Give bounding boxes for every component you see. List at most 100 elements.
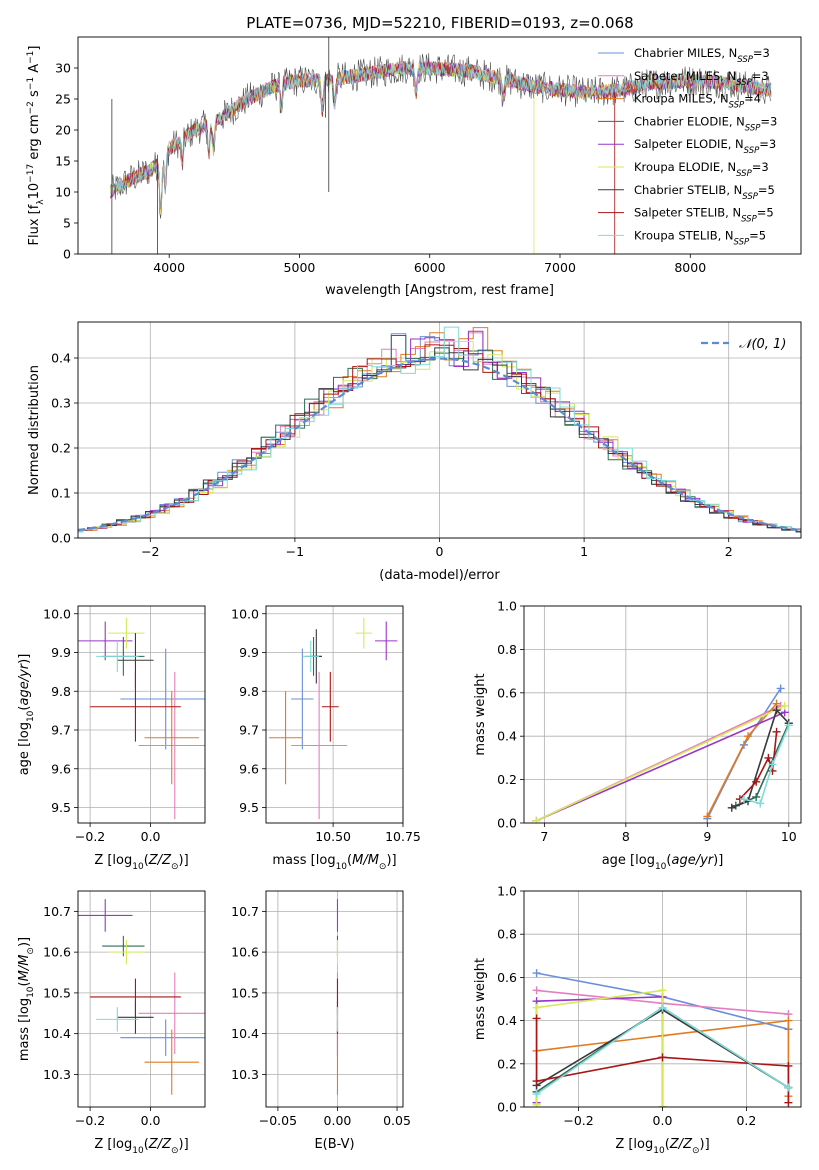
age-vs-Z-point-1 xyxy=(138,671,205,820)
age-vs-Z-point-5 xyxy=(108,617,145,649)
spectrum-ytick-label-3: 15 xyxy=(55,154,71,169)
mass-vs-EBV-ytick-label-0: 10.3 xyxy=(231,1067,259,1082)
weight-vs-Z-labels: Z [log10(Z/Z⊙)] mass weight xyxy=(473,958,710,1156)
legend-entry-6: Chabrier STELIB, NSSP=5 xyxy=(634,183,775,202)
weight-vs-age-marker-5-0 xyxy=(532,816,541,823)
age-vs-mass-ytick-label-3: 9.8 xyxy=(239,684,259,699)
weight-vs-age-marker-2-1 xyxy=(744,732,753,741)
mass-vs-Z-plot-area xyxy=(78,899,205,1095)
weight-vs-Z-marker-7-2 xyxy=(658,1053,667,1062)
panels: 4000 5000 6000 7000 8000051015202530waveleng… xyxy=(17,36,802,1156)
weight-vs-age-series-kroupa-elodie xyxy=(532,701,789,823)
weight-vs-Z-line-4 xyxy=(535,995,664,1107)
residuals-plot-area xyxy=(78,326,801,533)
mass-vs-EBV-ytick-label-4: 10.7 xyxy=(231,904,259,919)
weight-vs-age-marker-0-2 xyxy=(776,684,785,693)
weight-vs-age-ytick-label-2: 0.4 xyxy=(497,729,517,744)
residuals-ylabel: Normed distribution xyxy=(27,365,42,495)
weight-vs-age-marker-2-0 xyxy=(703,812,712,821)
age-vs-mass-frame xyxy=(265,605,404,824)
weight-vs-age-axes: 7 8 9 10 0.0 0.2 0.4 0.6 0.8 1.0 xyxy=(497,599,801,844)
weight-vs-Z-xlabel: Z [log10(Z/Z⊙)] xyxy=(615,1137,709,1156)
legend-entry-0: Chabrier MILES, NSSP=3 xyxy=(634,46,770,65)
weight-vs-age-marker-8-0 xyxy=(739,795,748,804)
age-vs-Z-point-7 xyxy=(90,671,181,742)
weight-vs-age-labels: age [log10(age/yr)] mass weight xyxy=(473,673,723,872)
age-vs-Z-point-2 xyxy=(144,691,199,785)
age-vs-Z-labels: Z [log10(Z/Z⊙)] age [log10(age/yr)] xyxy=(17,654,189,872)
weight-vs-age-xtick-label-2: 9 xyxy=(703,829,711,844)
age-vs-Z-ytick-label-5: 10.0 xyxy=(43,606,71,621)
residuals-frame xyxy=(77,321,802,539)
age-vs-mass-point-5 xyxy=(355,617,373,649)
age-vs-Z-xtick-label-0: −0.2 xyxy=(75,829,105,844)
mass-vs-Z-point-5 xyxy=(108,939,145,965)
weight-vs-age-series-salpeter-stelib xyxy=(735,727,781,804)
weight-vs-age-marker-3-1 xyxy=(752,792,761,801)
mass-vs-Z-xtick-label-1: 0.0 xyxy=(141,1113,161,1128)
mass-vs-Z-xlabel: Z [log10(Z/Z⊙)] xyxy=(94,1137,188,1156)
weight-vs-age-marker-7-2 xyxy=(764,753,773,762)
spectrum-frame xyxy=(77,36,802,255)
mass-vs-Z-frame xyxy=(77,890,206,1108)
weight-vs-age-series-kroupa-stelib xyxy=(739,721,793,808)
weight-vs-Z-marker-5-0 xyxy=(532,1100,541,1107)
residuals-xtick-label-2: 0 xyxy=(436,544,444,559)
residuals-xtick-label-1: −1 xyxy=(286,544,304,559)
age-vs-Z-xtick-label-1: 0.0 xyxy=(141,829,161,844)
age-vs-Z-axes: −0.2 0.0 9.5 9.6 9.7 9.8 9.9 10.0 xyxy=(43,606,205,844)
age-vs-Z-ytick-label-4: 9.9 xyxy=(51,645,71,660)
age-vs-mass-point-8 xyxy=(302,640,320,672)
mass-vs-Z-xtick-label-0: −0.2 xyxy=(75,1113,105,1128)
spectrum-ytick-label-2: 10 xyxy=(55,185,71,200)
weight-vs-Z-marker-7-3 xyxy=(784,1061,793,1070)
mass-vs-EBV-ytick-label-3: 10.6 xyxy=(231,945,259,960)
weight-vs-Z-series-salpeter-stelib xyxy=(532,1014,793,1107)
weight-vs-Z-marker-5-1 xyxy=(532,1003,541,1012)
spectrum-xtick-label-2: 6000 xyxy=(414,260,446,275)
weight-vs-age-ylabel: mass weight xyxy=(473,673,488,755)
mass-vs-EBV-ytick-label-1: 10.4 xyxy=(231,1026,259,1041)
weight-vs-age-marker-8-3 xyxy=(784,721,793,730)
weight-vs-age-ytick-label-5: 1.0 xyxy=(497,599,517,614)
weight-vs-age-line-4 xyxy=(535,711,786,822)
weight-vs-Z-series-kroupa-miles xyxy=(532,1016,793,1101)
weight-vs-age-line-3 xyxy=(735,722,790,807)
weight-vs-Z-ytick-label-4: 0.8 xyxy=(497,927,517,942)
legend-entry-5: Kroupa ELODIE, NSSP=3 xyxy=(634,160,769,179)
spectrum-plot-area xyxy=(110,37,772,254)
weight-vs-age-marker-7-4 xyxy=(772,727,781,736)
mass-vs-Z-point-4 xyxy=(78,899,133,932)
weight-vs-age-xlabel: age [log10(age/yr)] xyxy=(602,853,724,872)
spectrum-xtick-label-0: 4000 xyxy=(153,260,185,275)
residuals-labels: (data-model)/error Normed distribution 𝒩(0… xyxy=(27,337,786,583)
spectrum-ytick-label-1: 5 xyxy=(63,216,71,231)
age-vs-mass-point-1 xyxy=(291,671,348,820)
weight-vs-Z-series-kroupa-stelib xyxy=(532,1003,793,1099)
mass-vs-Z-point-0 xyxy=(120,1019,205,1057)
weight-vs-age-marker-6-0 xyxy=(727,803,736,812)
mass-vs-EBV-ytick-label-2: 10.5 xyxy=(231,985,259,1000)
age-vs-Z-xlabel: Z [log10(Z/Z⊙)] xyxy=(94,853,188,872)
legend-entry-1: Salpeter MILES, NSSP=3 xyxy=(634,69,769,88)
weight-vs-Z-series-salpeter-elodie xyxy=(532,992,667,1107)
age-vs-mass-ytick-label-0: 9.5 xyxy=(239,800,259,815)
weight-vs-Z-frame xyxy=(523,890,802,1108)
mass-vs-EBV-xtick-label-2: 0.05 xyxy=(383,1113,411,1128)
age-vs-mass-axes: 10.50 10.75 9.5 9.6 9.7 9.8 9.9 10.0 xyxy=(231,606,421,844)
residuals-xtick-label-4: 2 xyxy=(725,544,733,559)
weight-vs-Z-marker-7-1 xyxy=(532,1077,541,1086)
legend-entry-4: Salpeter ELODIE, NSSP=3 xyxy=(634,137,776,156)
weight-vs-age-marker-8-1 xyxy=(756,799,765,808)
age-vs-mass-point-2 xyxy=(268,691,303,785)
weight-vs-Z-xtick-label-0: −0.2 xyxy=(563,1113,593,1128)
mass-vs-Z-point-2 xyxy=(144,1029,199,1095)
spectrum-axes: 4000 5000 6000 7000 8000 0 5 10 15 20 25 30 xyxy=(55,61,706,276)
weight-vs-Z-xtick-label-2: 0.2 xyxy=(736,1113,756,1128)
mass-vs-Z-ytick-label-4: 10.7 xyxy=(43,904,71,919)
mass-vs-Z-point-1 xyxy=(138,972,205,1055)
weight-vs-age-marker-5-1 xyxy=(780,701,789,710)
weight-vs-Z-ytick-label-3: 0.6 xyxy=(497,970,517,985)
mass-vs-EBV-frame xyxy=(265,890,404,1108)
